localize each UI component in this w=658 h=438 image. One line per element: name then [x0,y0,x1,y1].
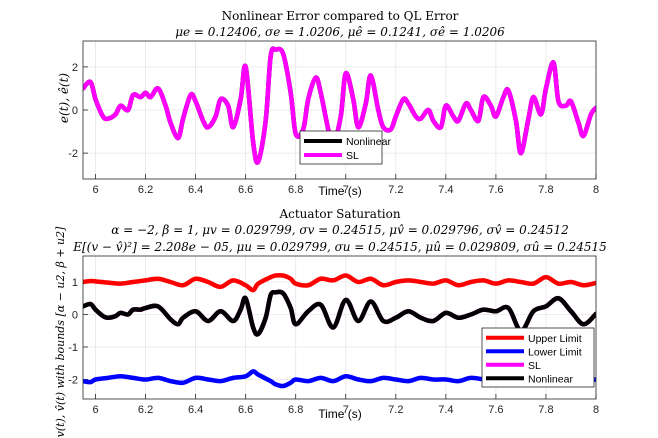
top-legend-box [299,130,383,165]
bottom-x-tick-label: 7.8 [538,404,553,416]
bottom-x-tick-label: 7 [343,404,349,416]
top-x-tick-label: 6 [92,184,98,196]
top-x-axis-label: Time (s) [318,184,362,198]
top-y-axis-label: e(t), ê(t) [57,73,71,124]
top-x-tick-label: 7.2 [388,184,403,196]
bottom-legend-label-sl: SL [528,360,541,372]
bottom-x-tick-label: 7.4 [438,404,453,416]
top-legend: Nonlinear SL [299,130,391,165]
bottom-chart-subtitle: α = −2, β = 1, μv = 0.029799, σv = 0.245… [111,223,568,237]
top-legend-label-sl: SL [346,150,359,162]
top-x-tick-label: 6.8 [288,184,303,196]
bottom-x-tick-label: 7.6 [488,404,503,416]
top-plot-area: 6 6.2 6.4 6.6 6.8 7 7.2 7.4 7.6 7.8 8 -2 0 2 Nonlinear… [68,40,599,196]
bottom-legend-label-nonlinear: Nonlinear [528,373,573,385]
bottom-chart-subtitle-2: E[(v − v̂)²] = 2.208e − 05, μu = 0.02979… [72,240,607,254]
top-x-tick-label: 7.6 [488,184,503,196]
top-x-tick-label: 6.2 [138,184,153,196]
top-x-tick-label: 7.4 [438,184,453,196]
bottom-x-tick-label: 6.2 [138,404,153,416]
bottom-series-nonlinear [83,289,596,337]
bottom-y-tick-label: -2 [68,375,78,387]
bottom-y-tick-label: 0 [72,310,78,322]
top-y-tick-label: -2 [68,148,78,160]
bottom-series-upper-limit [83,272,596,293]
bottom-x-tick-label: 6.4 [188,404,203,416]
bottom-y-tick-label: 1 [72,277,78,289]
bottom-axes-box [82,255,597,400]
top-x-tick-label: 8 [593,184,599,196]
bottom-chart-title: Actuator Saturation [278,207,400,221]
bottom-x-tick-label: 6 [92,404,98,416]
bottom-plot-area: 6 6.2 6.4 6.6 6.8 7 7.2 7.4 7.6 7.8 8 -2 -1 0 1 Upper L… [68,255,599,416]
top-y-tick-label: 0 [72,105,78,117]
bottom-y-axis-label: v(t), v̂(t) with bounds [α − u2, β + u2] [54,226,67,438]
bottom-legend-label-upper-limit: Upper Limit [528,333,582,345]
top-chart-subtitle: μe = 0.12406, σe = 1.0206, μê = 0.1241, … [175,25,505,39]
bottom-x-tick-label: 6.8 [288,404,303,416]
bottom-x-axis-label: Time (s) [318,407,362,421]
bottom-x-tick-label: 8 [593,404,599,416]
bottom-x-tick-label: 6.6 [238,404,253,416]
top-x-tick-label: 6.4 [188,184,203,196]
top-axes-box [82,40,597,180]
bottom-y-tick-label: -1 [68,342,78,354]
top-series-sl [83,46,596,165]
top-x-tick-label: 7 [343,184,349,196]
top-x-tick-label: 6.6 [238,184,253,196]
top-chart-title: Nonlinear Error compared to QL Error [222,9,459,23]
bottom-legend-label-lower-limit: Lower Limit [528,346,582,358]
bottom-x-tick-label: 7.2 [388,404,403,416]
top-y-tick-label: 2 [72,62,78,74]
top-x-tick-label: 7.8 [538,184,553,196]
top-legend-label-nonlinear: Nonlinear [346,136,391,148]
